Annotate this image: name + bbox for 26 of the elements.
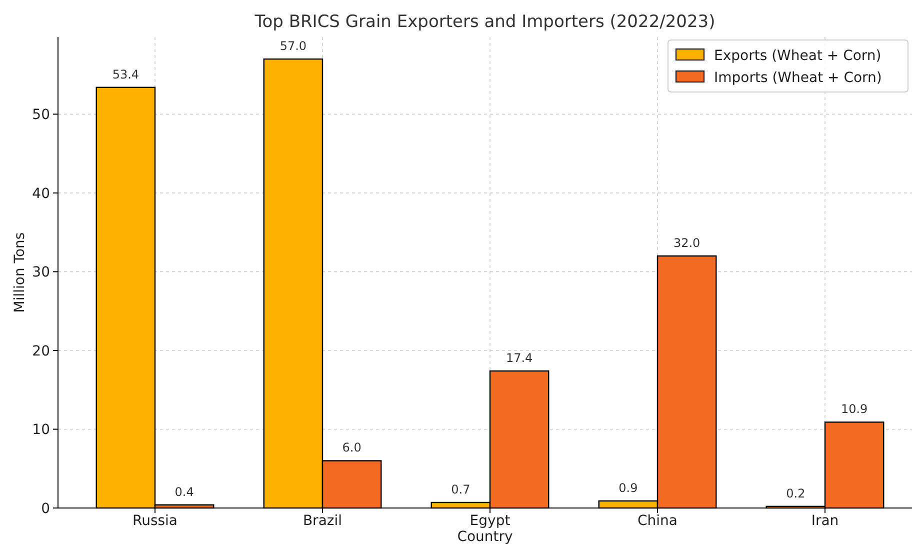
y-axis-title: Million Tons bbox=[12, 232, 28, 313]
y-tick-label: 0 bbox=[41, 500, 50, 517]
y-tick-label: 50 bbox=[32, 107, 50, 124]
data-label: 6.0 bbox=[342, 440, 362, 455]
y-tick-label: 10 bbox=[32, 422, 50, 438]
data-label: 57.0 bbox=[280, 39, 307, 54]
x-tick-label: Iran bbox=[811, 513, 839, 529]
data-label: 0.2 bbox=[786, 486, 806, 500]
x-tick-label: Egypt bbox=[470, 513, 511, 529]
data-label: 53.4 bbox=[112, 67, 140, 82]
data-label: 0.9 bbox=[618, 480, 638, 495]
y-tick-label: 40 bbox=[32, 186, 50, 202]
legend-label: Exports (Wheat + Corn) bbox=[714, 48, 882, 64]
legend-label: Imports (Wheat + Corn) bbox=[714, 70, 882, 86]
y-tick-label: 30 bbox=[32, 264, 50, 281]
y-tick-label: 20 bbox=[32, 343, 50, 360]
x-tick-label: Brazil bbox=[302, 513, 342, 529]
data-label: 0.4 bbox=[174, 484, 194, 499]
x-tick-label: Russia bbox=[132, 513, 178, 529]
x-tick-label: China bbox=[638, 513, 678, 529]
data-label: 32.0 bbox=[673, 236, 700, 250]
data-label: 0.7 bbox=[451, 482, 470, 496]
x-axis-title: Country bbox=[457, 529, 513, 545]
chart-title: Top BRICS Grain Exporters and Importers (2022/2023) bbox=[254, 12, 716, 32]
data-label: 10.9 bbox=[840, 402, 868, 416]
data-label: 17.4 bbox=[506, 350, 533, 365]
